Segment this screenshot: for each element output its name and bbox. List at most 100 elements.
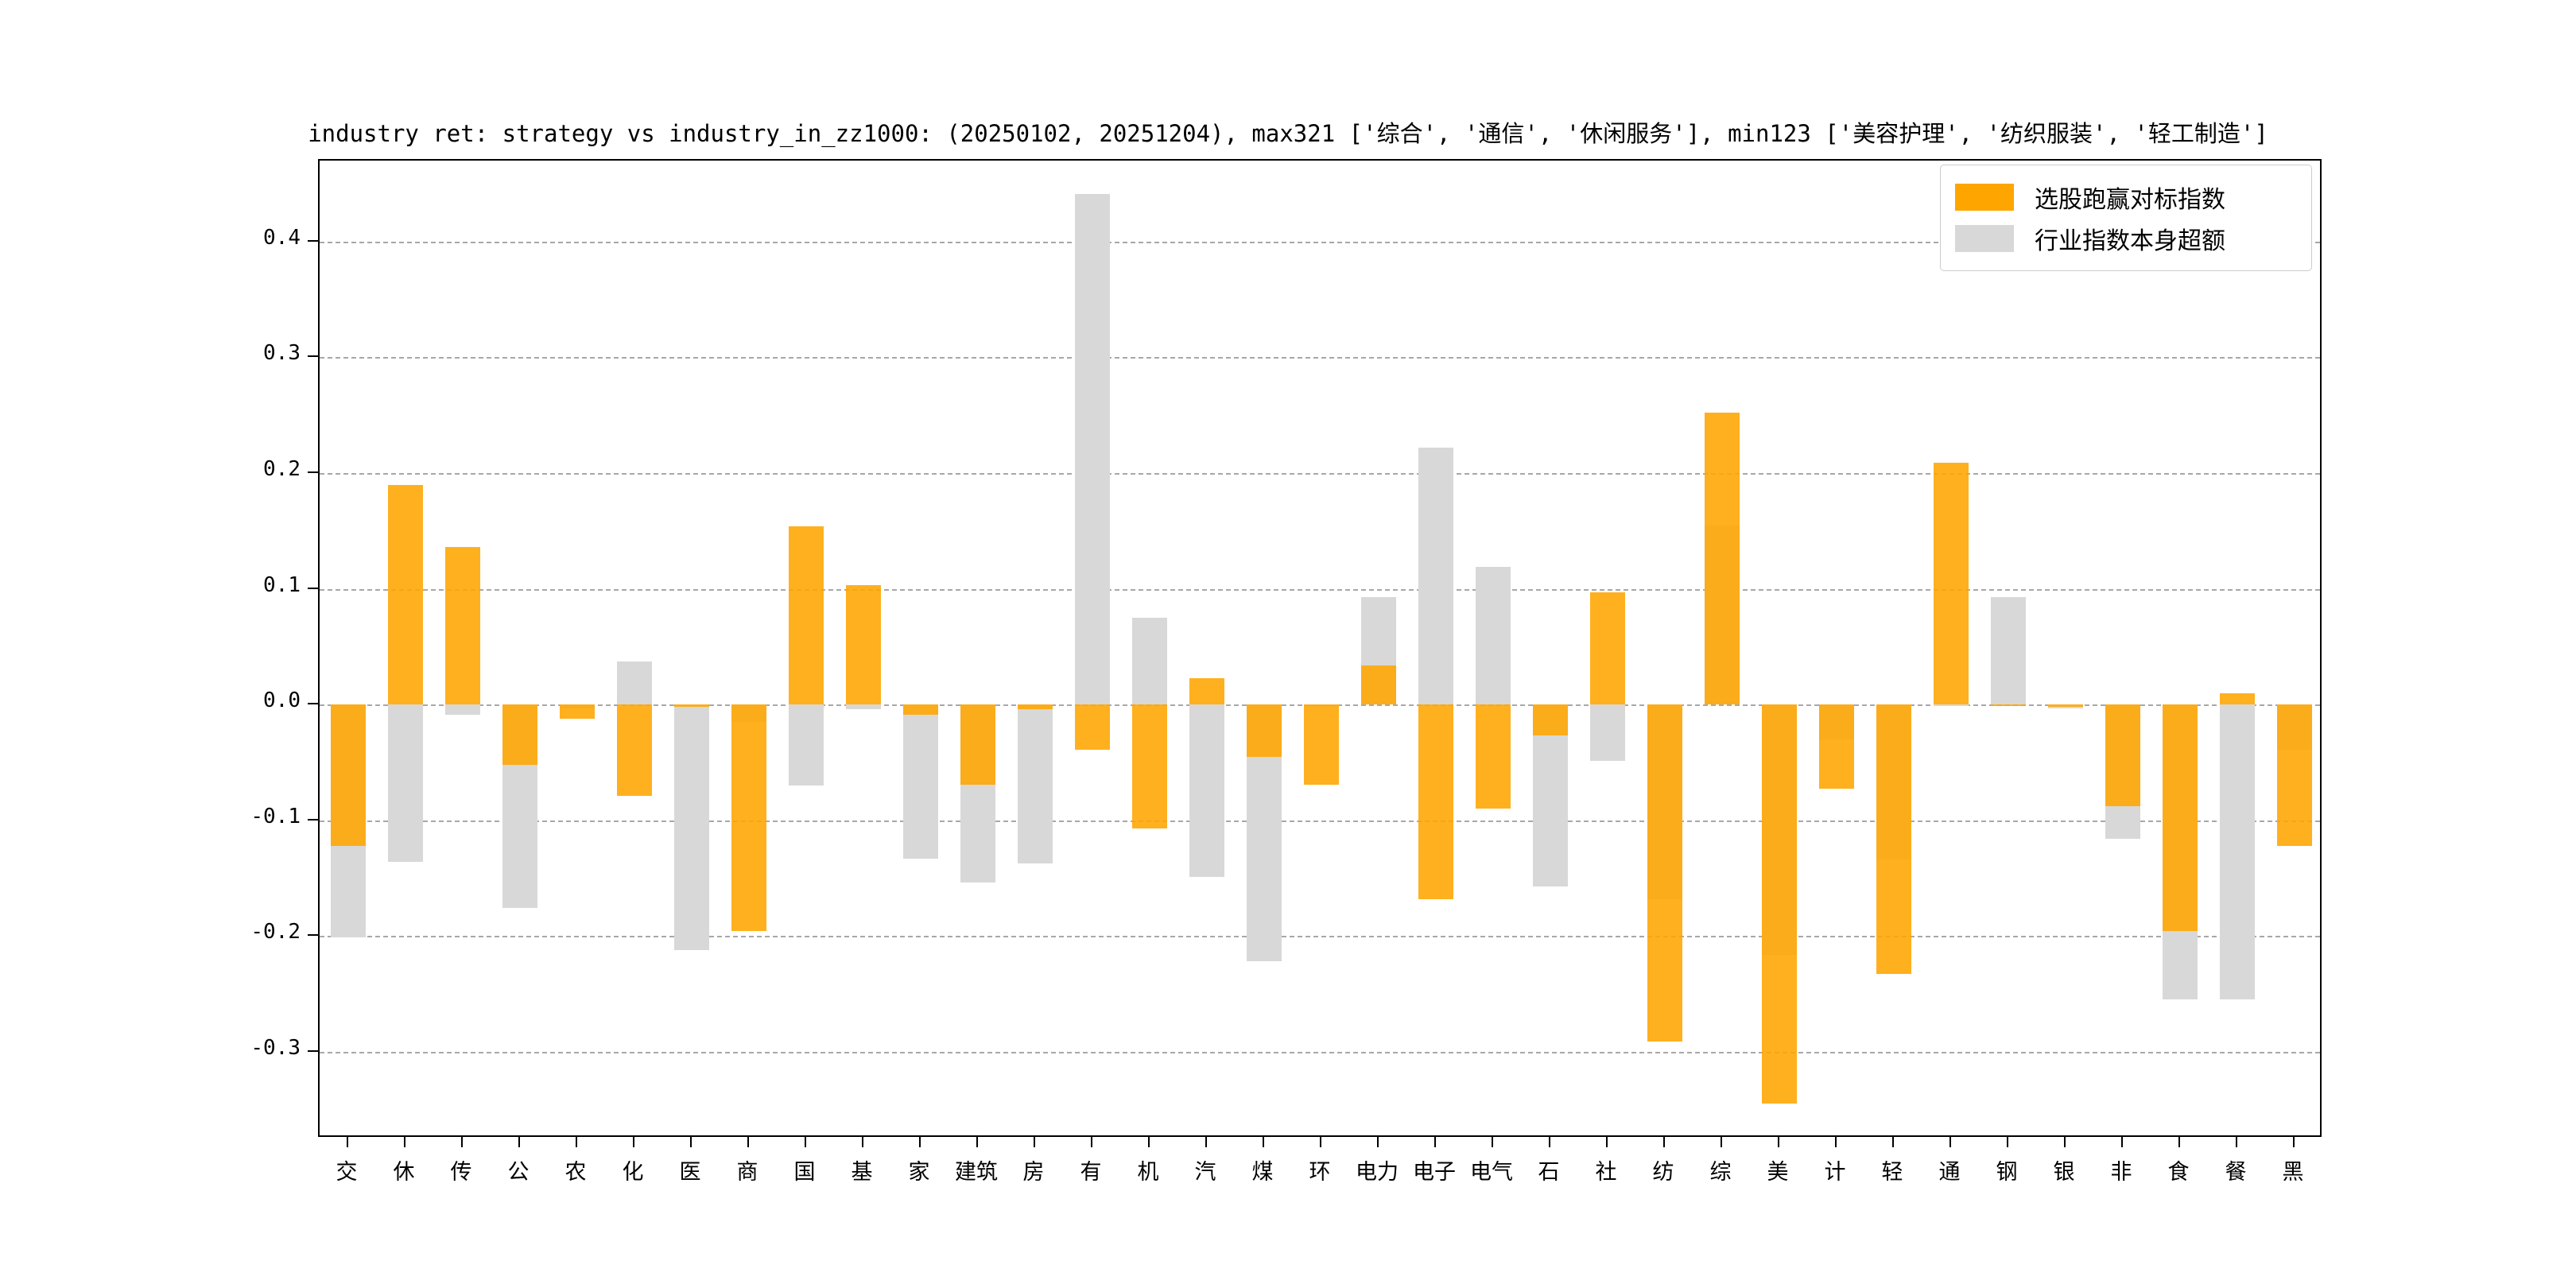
x-tick-label: 传: [450, 1160, 472, 1185]
plot-frame: [318, 159, 2322, 1137]
x-tick-label: 电气: [1470, 1160, 1513, 1185]
y-tick-label: 0.2: [263, 457, 301, 482]
bar: [387, 704, 424, 863]
x-tick-mark: [347, 1137, 348, 1147]
x-tick-label: 环: [1309, 1160, 1331, 1185]
x-tick-mark: [1434, 1137, 1436, 1147]
y-tick-mark: [308, 239, 318, 242]
bar: [1589, 592, 1626, 705]
y-tick-mark: [308, 355, 318, 358]
x-tick-mark: [1091, 1137, 1092, 1147]
bar: [902, 704, 939, 859]
x-tick-label: 综: [1709, 1160, 1732, 1185]
bar: [2047, 704, 2084, 708]
x-tick-mark: [461, 1137, 463, 1147]
bar: [559, 704, 596, 719]
bar: [1017, 704, 1053, 863]
bar: [1475, 704, 1511, 809]
x-tick-mark: [1377, 1137, 1379, 1147]
x-tick-mark: [1892, 1137, 1894, 1147]
plot-area: [320, 161, 2320, 1135]
x-tick-mark: [1205, 1137, 1207, 1147]
x-tick-mark: [518, 1137, 520, 1147]
bar: [387, 484, 424, 705]
x-tick-mark: [1263, 1137, 1264, 1147]
bar: [1589, 704, 1626, 762]
x-tick-label: 电子: [1413, 1160, 1456, 1185]
x-tick-mark: [862, 1137, 863, 1147]
x-tick-label: 电力: [1356, 1160, 1399, 1185]
legend-swatch-strategy: [1955, 184, 2014, 211]
y-tick-label: -0.1: [250, 804, 301, 828]
bar: [788, 526, 824, 705]
x-tick-label: 美: [1767, 1160, 1789, 1185]
bar: [1017, 704, 1053, 709]
x-tick-label: 餐: [2225, 1160, 2247, 1185]
bar: [1933, 704, 1969, 706]
x-tick-label: 纺: [1652, 1160, 1674, 1185]
y-tick-label: 0.4: [263, 225, 301, 250]
x-tick-label: 非: [2110, 1160, 2132, 1185]
bar: [1990, 596, 2027, 705]
bar: [731, 704, 767, 932]
bar: [1647, 704, 1683, 1042]
x-tick-label: 计: [1824, 1160, 1846, 1185]
x-tick-mark: [1034, 1137, 1035, 1147]
x-tick-label: 基: [851, 1160, 873, 1185]
x-tick-mark: [2236, 1137, 2237, 1147]
y-tick-mark: [308, 1049, 318, 1052]
bar: [616, 661, 653, 705]
bar: [1818, 704, 1855, 789]
x-tick-label: 石: [1538, 1160, 1560, 1185]
bar: [788, 704, 824, 786]
x-tick-label: 国: [793, 1160, 816, 1185]
gridline: [320, 820, 2320, 822]
x-tick-label: 家: [908, 1160, 930, 1185]
bar: [616, 704, 653, 797]
bar: [330, 704, 367, 846]
y-tick-label: 0.3: [263, 341, 301, 366]
legend-item-1: 行业指数本身超额: [1955, 218, 2297, 259]
bar: [1131, 617, 1168, 705]
x-tick-mark: [976, 1137, 978, 1147]
x-tick-label: 商: [736, 1160, 758, 1185]
x-tick-label: 建筑: [955, 1160, 998, 1185]
x-tick-label: 医: [679, 1160, 701, 1185]
gridline: [320, 1051, 2320, 1053]
x-tick-mark: [690, 1137, 692, 1147]
bar: [1189, 677, 1225, 705]
x-tick-label: 有: [1080, 1160, 1102, 1185]
legend-label-strategy: 选股跑赢对标指数: [2035, 186, 2225, 214]
bar: [1303, 704, 1340, 785]
bar: [1360, 665, 1397, 705]
y-tick-mark: [308, 471, 318, 474]
x-tick-label: 公: [507, 1160, 530, 1185]
bar: [902, 704, 939, 716]
bar: [1189, 704, 1225, 878]
x-tick-label: 化: [622, 1160, 644, 1185]
x-tick-label: 黑: [2282, 1160, 2304, 1185]
bar: [1418, 704, 1454, 899]
gridline: [320, 936, 2320, 938]
bar: [845, 585, 882, 705]
x-tick-mark: [919, 1137, 921, 1147]
x-tick-mark: [805, 1137, 806, 1147]
x-tick-label: 交: [336, 1160, 358, 1185]
gridline: [320, 241, 2320, 243]
y-tick-label: -0.3: [250, 1035, 301, 1060]
bar: [673, 704, 710, 950]
bar: [1475, 566, 1511, 705]
x-tick-mark: [1721, 1137, 1722, 1147]
gridline: [320, 588, 2320, 591]
x-tick-mark: [2064, 1137, 2066, 1147]
legend-item-0: 选股跑赢对标指数: [1955, 177, 2297, 218]
bar: [1761, 704, 1798, 1104]
y-tick-label: -0.2: [250, 920, 301, 945]
bar: [960, 704, 996, 785]
bar: [1876, 704, 1912, 975]
legend[interactable]: 选股跑赢对标指数 行业指数本身超额: [1940, 165, 2312, 271]
bar: [444, 704, 481, 716]
x-tick-label: 煤: [1251, 1160, 1274, 1185]
x-tick-mark: [2007, 1137, 2008, 1147]
